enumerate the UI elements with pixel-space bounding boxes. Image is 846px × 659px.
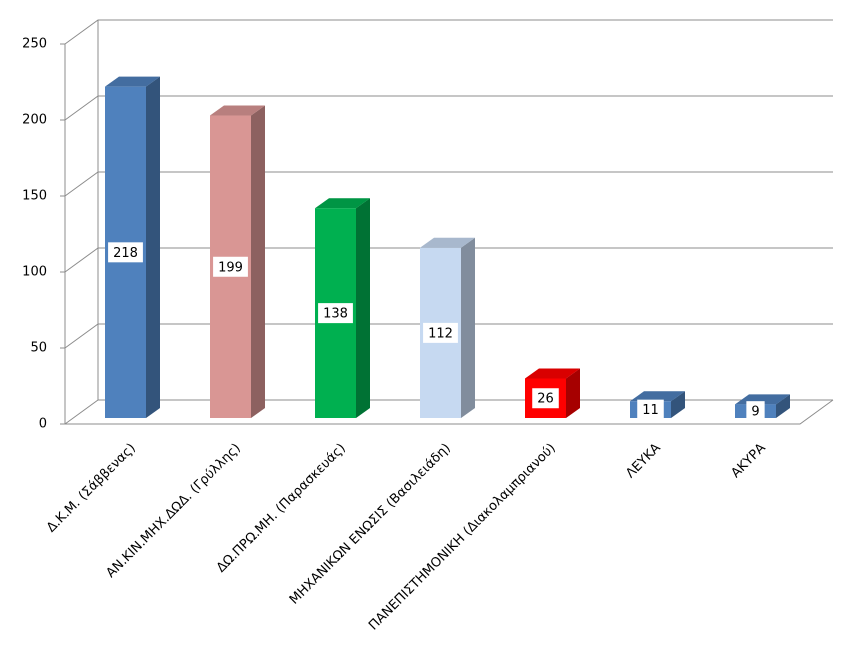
bar-top — [525, 368, 580, 379]
bar-top-shade — [105, 76, 160, 87]
grid-line — [64, 171, 833, 197]
value-label: 112 — [428, 326, 453, 341]
grid-line — [64, 95, 833, 121]
value-label-box — [213, 256, 248, 277]
bar-top — [105, 76, 160, 87]
value-label: 26 — [537, 392, 554, 407]
x-tick-label: ΑΚΥΡΑ — [728, 441, 768, 481]
value-label: 199 — [218, 260, 243, 275]
bar-side-shade — [251, 105, 265, 419]
y-tick-label: 200 — [22, 113, 47, 128]
bar-top-shade — [210, 105, 265, 116]
bar-side-shade — [461, 237, 475, 418]
value-label-box — [746, 401, 765, 422]
bar-side — [671, 391, 685, 418]
bar-top — [420, 237, 475, 248]
value-label: 11 — [642, 403, 659, 418]
value-label: 218 — [113, 246, 138, 261]
x-tick-label: ΠΑΝΕΠΙΣΤΗΜΟΝΙΚΗ (Διακολαμπριανού) — [366, 441, 559, 634]
value-label: 9 — [751, 405, 759, 420]
bar-top-shade — [525, 368, 580, 379]
value-label-box — [108, 242, 143, 263]
bar-side — [776, 394, 790, 418]
floor — [65, 399, 834, 425]
y-tick-label: 150 — [22, 189, 47, 204]
value-label-box — [318, 303, 353, 324]
y-tick-label: 100 — [22, 265, 47, 280]
bar-side — [566, 368, 580, 418]
bar-side — [146, 76, 160, 418]
x-tick-label: Δ.Κ.Μ. (Σάββενας) — [44, 441, 139, 536]
bar-side — [461, 237, 475, 418]
bar-top-shade — [315, 198, 370, 209]
y-tick-label: 0 — [39, 417, 47, 432]
x-tick-label: ΛΕΥΚΑ — [623, 441, 664, 482]
bar-top-shade — [630, 391, 685, 402]
bar-top — [315, 198, 370, 209]
bar-top-shade — [420, 237, 475, 248]
y-tick-label: 50 — [30, 341, 47, 356]
bar-top — [630, 391, 685, 402]
y-tick-label: 250 — [22, 37, 47, 52]
bar-side-shade — [671, 391, 685, 418]
value-label-box — [637, 399, 664, 420]
value-label: 138 — [323, 307, 348, 322]
bar-top — [210, 105, 265, 116]
grid-line — [64, 323, 833, 349]
value-label-box — [423, 322, 458, 343]
grid-line — [64, 399, 833, 425]
value-label-box — [532, 388, 559, 409]
bar-side-shade — [776, 394, 790, 418]
bar-side-shade — [146, 76, 160, 418]
bar-side-shade — [356, 198, 370, 418]
grid-line — [64, 247, 833, 273]
bar-side-shade — [566, 368, 580, 418]
grid-line — [64, 19, 833, 45]
bar-side — [356, 198, 370, 418]
bar-side — [251, 105, 265, 419]
